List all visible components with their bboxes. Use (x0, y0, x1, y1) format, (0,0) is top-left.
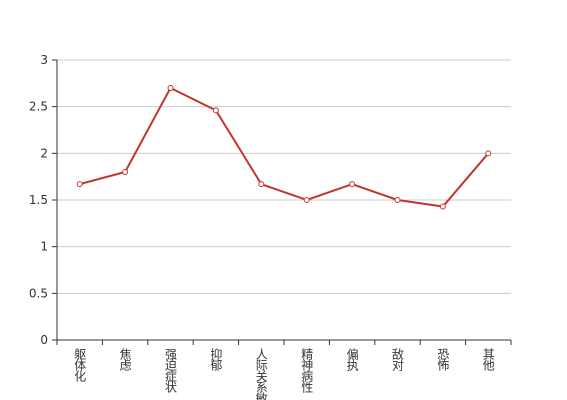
y-tick-label: 2 (40, 146, 48, 160)
x-tick-label: 人际关系敏感 (254, 348, 268, 400)
point (122, 169, 129, 175)
y-tick-label: 2.5 (29, 100, 48, 114)
point (485, 150, 492, 157)
y-tick-label: 1.5 (29, 193, 48, 207)
point (394, 197, 401, 203)
point (303, 197, 310, 203)
y-tick-label: 3 (40, 53, 48, 67)
x-tick-label: 强迫症状 (164, 348, 178, 393)
x-tick-label: 躯体化 (73, 347, 87, 383)
y-tick-label: 1 (40, 240, 48, 254)
point (258, 181, 265, 188)
x-tick-label: 焦虑 (118, 348, 132, 371)
point (76, 181, 83, 188)
line (79, 86, 490, 208)
x-tick-label: 其他 (481, 348, 495, 371)
point (212, 107, 219, 114)
x-tick-label: 偏执 (345, 347, 359, 372)
point (439, 203, 446, 210)
x-tick-label: 敌对 (391, 347, 405, 371)
point (167, 85, 174, 91)
point (349, 181, 356, 188)
y-tick-label: 0.5 (29, 286, 48, 300)
y-tick-label: 0 (40, 333, 48, 347)
x-tick-label: 抑郁 (209, 347, 223, 372)
x-tick-label: 精神病性 (300, 348, 314, 394)
x-tick-label: 恐怖 (436, 348, 450, 371)
